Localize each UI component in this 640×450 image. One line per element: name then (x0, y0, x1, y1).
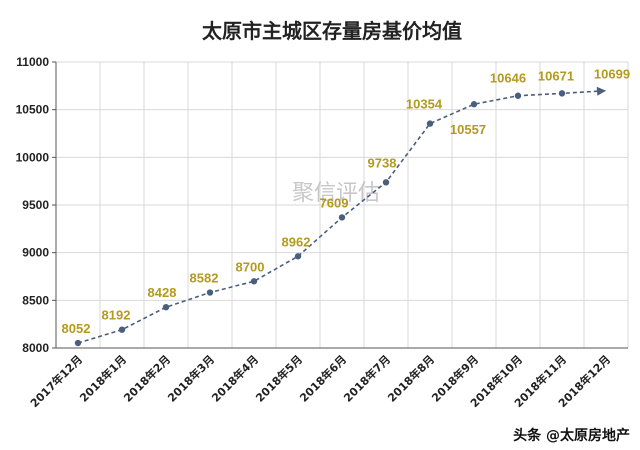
data-point (382, 179, 390, 186)
data-label: 8428 (148, 285, 177, 300)
data-label: 10354 (406, 97, 443, 112)
data-point (118, 326, 126, 333)
y-tick-label: 9500 (22, 198, 49, 212)
data-label: 8052 (62, 321, 91, 336)
x-tick-label: 2017年12月 (27, 352, 85, 410)
data-labels: 8052 8192 8428 8582 8700 8962 7609 9738 10354 105… (62, 67, 631, 336)
data-point (294, 253, 302, 260)
grid (52, 61, 629, 349)
data-label: 10646 (490, 71, 526, 86)
data-label: 7609 (320, 195, 349, 210)
data-point (558, 90, 566, 97)
data-label: 9738 (368, 155, 397, 170)
data-point (514, 92, 522, 99)
y-tick-label: 10000 (16, 150, 50, 164)
y-tick-label: 8000 (22, 341, 49, 355)
data-point (470, 101, 478, 108)
series-arrowhead (596, 86, 606, 96)
data-point (206, 289, 214, 296)
y-tick-label: 10500 (16, 103, 50, 117)
data-point (250, 278, 258, 285)
series (74, 86, 607, 347)
data-point (162, 303, 170, 311)
watermark: 聚信评估 (292, 181, 380, 206)
data-label: 10557 (450, 122, 486, 137)
data-label: 10699 (594, 67, 630, 82)
y-tick-label: 8500 (22, 293, 49, 307)
data-label: 10671 (538, 68, 574, 83)
data-label: 8192 (102, 308, 131, 323)
data-label: 8582 (190, 271, 219, 286)
axes (55, 62, 628, 349)
data-label: 8962 (282, 234, 311, 249)
data-point (338, 214, 346, 221)
y-tick-label: 11000 (16, 55, 49, 69)
data-label: 8700 (236, 259, 265, 274)
corner-watermark: 头条 @太原房地产 (513, 427, 630, 444)
data-point (426, 120, 434, 127)
y-tick-labels: 8000 8500 9000 9500 10000 10500 11000 (16, 55, 50, 355)
y-tick-label: 9000 (22, 246, 49, 260)
data-point (74, 339, 82, 347)
x-tick-labels: 2017年12月2018年1月2018年2月2018年3月2018年4月2018… (27, 352, 613, 410)
chart-title: 太原市主城区存量房基价均值 (202, 19, 462, 43)
